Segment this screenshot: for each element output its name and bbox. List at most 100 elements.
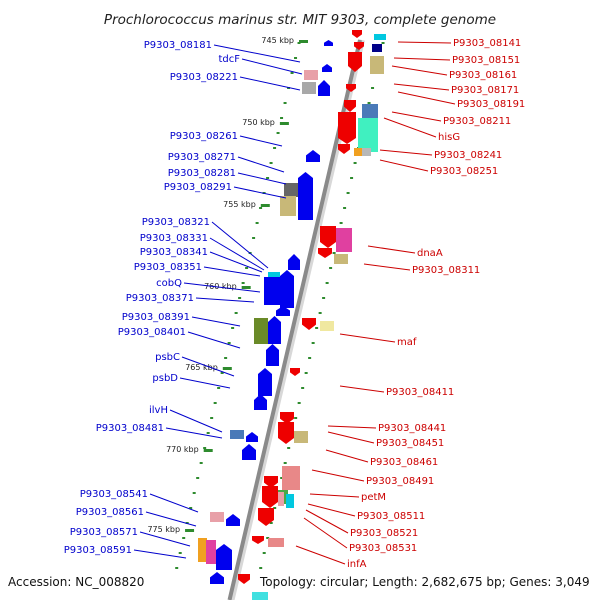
tick-dot-right bbox=[304, 372, 308, 374]
kbp-tick-mark bbox=[203, 449, 213, 452]
tick-dot-right bbox=[266, 537, 270, 539]
leader-line-left bbox=[145, 511, 197, 527]
gene-block bbox=[370, 56, 384, 74]
gene-block bbox=[362, 148, 371, 156]
tick-dot-right bbox=[269, 522, 273, 524]
gene-block bbox=[320, 321, 334, 331]
leader-line-right bbox=[397, 91, 456, 105]
gene-block bbox=[374, 34, 386, 40]
tick-dot-left bbox=[213, 402, 217, 404]
gene-arrow-red bbox=[280, 412, 294, 424]
gene-arrow-blue bbox=[210, 572, 224, 584]
gene-block bbox=[284, 183, 298, 197]
gene-block bbox=[362, 104, 378, 120]
leader-line-left bbox=[241, 58, 303, 75]
gene-label-right: P9303_08241 bbox=[434, 150, 502, 161]
gene-label-right: dnaA bbox=[417, 248, 443, 259]
gene-arrow-red bbox=[278, 422, 294, 444]
tick-dot-right bbox=[262, 552, 266, 554]
leader-line-left bbox=[165, 427, 223, 439]
gene-label-right: P9303_08191 bbox=[457, 99, 525, 110]
tick-dot-right bbox=[332, 252, 336, 254]
gene-arrow-red bbox=[290, 368, 300, 376]
tick-dot-left bbox=[182, 537, 186, 539]
leader-line-left bbox=[181, 356, 235, 377]
leader-line-left bbox=[133, 549, 187, 559]
gene-arrow-blue bbox=[242, 444, 256, 460]
gene-arrow-blue bbox=[268, 316, 281, 344]
label-leaders bbox=[133, 41, 456, 565]
tick-dot-left bbox=[255, 222, 259, 224]
gene-block bbox=[354, 148, 363, 156]
tick-dot-right bbox=[343, 207, 347, 209]
tick-dot-right bbox=[287, 447, 291, 449]
gene-arrow-red bbox=[338, 112, 356, 144]
kbp-ticks: 745 kbp 750 kbp 755 kbp 760 kbp 765 kbp 770 k… bbox=[147, 36, 308, 534]
gene-label-right: infA bbox=[347, 559, 367, 570]
gene-arrow-blue bbox=[280, 270, 294, 308]
leader-line-left bbox=[211, 221, 269, 269]
gene-arrow-red bbox=[238, 574, 250, 584]
gene-arrow-blue bbox=[266, 344, 279, 366]
kbp-tick-mark bbox=[260, 204, 270, 207]
gene-block bbox=[280, 196, 296, 216]
gene-arrow-blue bbox=[258, 368, 272, 396]
leader-line-left bbox=[239, 76, 301, 91]
gene-block bbox=[252, 592, 268, 600]
kbp-tick-label: 750 kbp bbox=[242, 118, 275, 127]
tick-dot-left bbox=[241, 282, 245, 284]
tick-dot-left bbox=[266, 177, 270, 179]
gene-block bbox=[210, 512, 224, 522]
gene-block bbox=[278, 492, 284, 506]
gene-label-left: P9303_08291 bbox=[164, 182, 232, 193]
gene-block bbox=[282, 466, 300, 490]
map-title: Prochlorococcus marinus str. MIT 9303, c… bbox=[104, 12, 496, 28]
gene-arrow-blue bbox=[226, 514, 240, 526]
gene-label-left: P9303_08221 bbox=[170, 72, 238, 83]
gene-label-right: P9303_08511 bbox=[357, 511, 425, 522]
leader-line-right bbox=[295, 545, 346, 565]
tick-dot-right bbox=[325, 282, 329, 284]
tick-dot-right bbox=[297, 402, 301, 404]
gene-label-right: P9303_08441 bbox=[378, 423, 446, 434]
gene-arrow-blue bbox=[324, 40, 333, 46]
gene-label-left: psbD bbox=[152, 373, 178, 384]
leader-line-left bbox=[213, 44, 301, 63]
kbp-tick-mark bbox=[279, 122, 289, 125]
tick-dot-right bbox=[346, 192, 350, 194]
leader-line-right bbox=[383, 117, 437, 138]
leader-line-left bbox=[191, 316, 241, 327]
leader-line-right bbox=[393, 83, 450, 91]
tick-dot-left bbox=[199, 462, 203, 464]
leader-line-right bbox=[339, 333, 396, 343]
gene-label-left: P9303_08331 bbox=[140, 233, 208, 244]
right-gene-labels: P9303_08141 P9303_08151 P9303_08161 P9303_0… bbox=[347, 38, 525, 570]
leader-line-right bbox=[307, 503, 356, 517]
gene-block bbox=[372, 44, 382, 52]
gene-features bbox=[198, 30, 386, 600]
gene-arrow-blue bbox=[298, 172, 313, 220]
leader-line-left bbox=[183, 282, 261, 293]
leader-line-left bbox=[149, 493, 199, 513]
leader-line-right bbox=[305, 509, 349, 534]
gene-label-right: P9303_08461 bbox=[370, 457, 438, 468]
tick-dot-left bbox=[280, 117, 284, 119]
tick-dot-right bbox=[294, 417, 298, 419]
kbp-tick-mark bbox=[241, 286, 251, 289]
tick-dot-right bbox=[308, 357, 312, 359]
leader-line-left bbox=[237, 156, 285, 173]
gene-block bbox=[302, 82, 316, 94]
gene-block bbox=[334, 254, 348, 264]
gene-label-left: psbC bbox=[155, 352, 180, 363]
tick-dot-left bbox=[238, 297, 242, 299]
gene-arrow-blue bbox=[306, 150, 320, 162]
gene-arrow-red bbox=[348, 52, 362, 72]
gene-block bbox=[304, 70, 318, 80]
gene-label-left: P9303_08591 bbox=[64, 545, 132, 556]
gene-label-left: P9303_08541 bbox=[80, 489, 148, 500]
tick-dot-left bbox=[283, 102, 287, 104]
gene-arrow-red bbox=[302, 318, 316, 330]
tick-dot-right bbox=[350, 177, 354, 179]
gene-label-right: P9303_08211 bbox=[443, 116, 511, 127]
